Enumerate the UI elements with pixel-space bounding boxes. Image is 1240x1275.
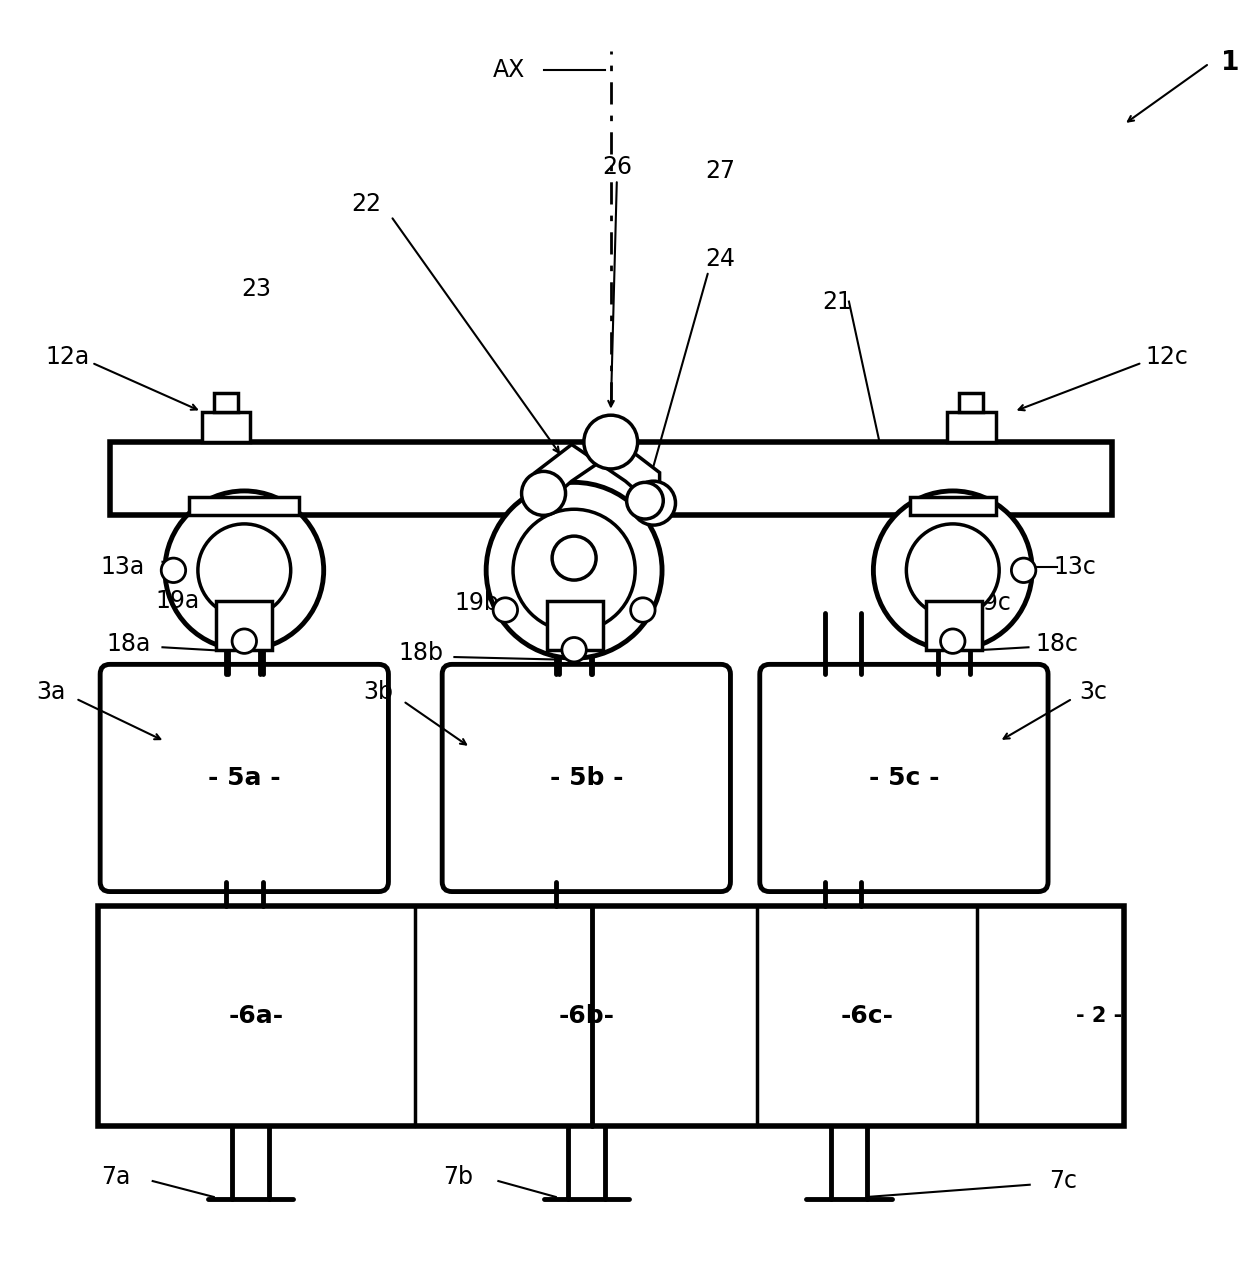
Circle shape (1012, 558, 1035, 583)
Text: 24: 24 (706, 247, 735, 270)
Text: 19b: 19b (454, 592, 498, 616)
Bar (946, 412, 996, 442)
Circle shape (513, 509, 635, 631)
Text: -6b-: -6b- (558, 1005, 614, 1028)
Bar (216, 601, 273, 650)
Text: 19a: 19a (155, 589, 200, 613)
FancyBboxPatch shape (443, 664, 730, 891)
Text: 3a: 3a (37, 681, 66, 705)
Circle shape (198, 524, 290, 617)
Circle shape (552, 536, 596, 580)
Bar (110, 442, 1111, 515)
Circle shape (941, 629, 965, 653)
Circle shape (562, 638, 587, 662)
Text: 27: 27 (706, 159, 735, 182)
Bar (202, 412, 250, 442)
Circle shape (232, 629, 257, 653)
Text: 19c: 19c (968, 592, 1011, 616)
Text: 21: 21 (822, 289, 852, 314)
Bar (547, 601, 604, 650)
Text: AX: AX (494, 57, 526, 82)
Text: 13a: 13a (100, 555, 144, 579)
Bar (98, 907, 1123, 1126)
Text: -6a-: -6a- (229, 1005, 284, 1028)
Text: 7c: 7c (1049, 1169, 1076, 1193)
Text: 13c: 13c (1054, 555, 1096, 579)
Text: - 5b -: - 5b - (549, 766, 622, 790)
Circle shape (522, 472, 565, 515)
Circle shape (584, 416, 637, 469)
Text: - 5a -: - 5a - (208, 766, 280, 790)
Text: 3c: 3c (1079, 681, 1107, 705)
Circle shape (486, 482, 662, 658)
Circle shape (906, 524, 999, 617)
Circle shape (494, 598, 517, 622)
Circle shape (626, 482, 663, 519)
FancyBboxPatch shape (760, 664, 1048, 891)
Text: 23: 23 (242, 278, 272, 301)
Text: 18b: 18b (399, 641, 444, 666)
Circle shape (631, 598, 655, 622)
Bar (959, 393, 983, 412)
Bar (926, 601, 982, 650)
Text: 22: 22 (351, 191, 382, 215)
Text: 18c: 18c (1035, 631, 1078, 655)
Circle shape (873, 491, 1032, 650)
Text: 7b: 7b (443, 1165, 474, 1190)
Text: 3b: 3b (363, 681, 393, 705)
Polygon shape (534, 445, 599, 499)
Text: 1: 1 (1221, 51, 1240, 76)
Text: 12a: 12a (45, 344, 89, 368)
Text: - 5c -: - 5c - (869, 766, 939, 790)
Circle shape (161, 558, 186, 583)
Polygon shape (599, 445, 660, 499)
Text: 12c: 12c (1145, 344, 1188, 368)
Text: 26: 26 (601, 156, 632, 180)
FancyBboxPatch shape (100, 664, 388, 891)
Text: 18a: 18a (107, 631, 150, 655)
Circle shape (165, 491, 324, 650)
Circle shape (631, 481, 676, 525)
Text: -6c-: -6c- (841, 1005, 894, 1028)
Bar (213, 393, 238, 412)
Text: - 2 -: - 2 - (1076, 1006, 1122, 1026)
Bar (190, 497, 299, 515)
Bar (910, 497, 996, 515)
Text: 7a: 7a (102, 1165, 130, 1190)
